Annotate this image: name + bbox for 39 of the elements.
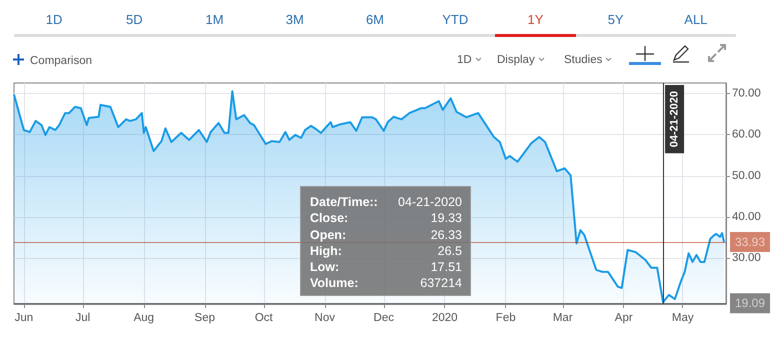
- text: 1D: [457, 54, 472, 66]
- x-tick-label: Sep: [194, 312, 216, 324]
- text: 6M: [364, 11, 386, 29]
- y-tick-label: 50.00: [732, 170, 761, 182]
- text: Low: 17.51: [310, 260, 462, 274]
- x-tick-label: Nov: [314, 312, 336, 324]
- y-tick-label: 30.00: [732, 252, 761, 264]
- x-tick-label: 2020: [432, 312, 458, 324]
- y-tick-label: 40.00: [732, 211, 761, 223]
- text: 5D: [125, 11, 144, 29]
- text: Volume: 637214: [310, 276, 462, 290]
- x-tick-label: Feb: [496, 312, 516, 324]
- ref-line-label: 33.93: [735, 235, 766, 250]
- text: Date/Time:: 04-21-2020: [310, 195, 462, 209]
- text: Display: [497, 54, 535, 66]
- ref-line-label: 04-21-2020: [668, 91, 681, 148]
- ref-line-label: 19.09: [735, 296, 766, 310]
- text: Comparison: [30, 55, 92, 67]
- text: High: 26.5: [310, 244, 462, 258]
- x-tick-label: Jul: [75, 312, 90, 324]
- y-tick-label: 70.00: [732, 87, 761, 100]
- text: 5Y: [606, 11, 625, 29]
- text: 1M: [204, 11, 225, 29]
- text: YTD: [441, 11, 470, 29]
- x-tick-label: Jun: [14, 312, 34, 324]
- text: Close: 19.33: [310, 211, 462, 226]
- text: Studies: [564, 54, 602, 66]
- text: Open: 26.33: [310, 228, 462, 242]
- x-tick-label: Apr: [614, 312, 633, 324]
- text: 1D: [44, 11, 64, 29]
- x-tick-label: May: [672, 312, 694, 324]
- text: 1Y: [495, 0, 576, 34]
- x-tick-label: Oct: [254, 312, 274, 324]
- x-tick-label: Dec: [374, 312, 394, 324]
- y-tick-label: 60.00: [732, 128, 761, 141]
- x-tick-label: Mar: [552, 312, 573, 324]
- x-tick-label: Aug: [134, 312, 154, 324]
- text: ALL: [683, 11, 708, 29]
- text: 3M: [284, 11, 305, 29]
